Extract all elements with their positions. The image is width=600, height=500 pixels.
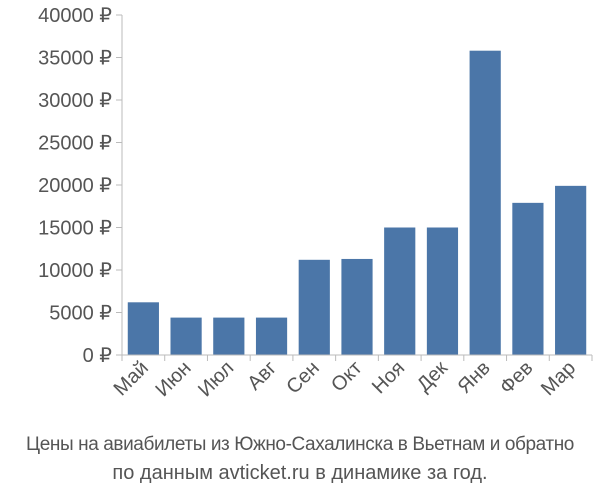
x-tick-label: Фев (496, 357, 538, 399)
y-tick-label: 40000 ₽ (38, 5, 112, 27)
y-tick-label: 10000 ₽ (38, 260, 112, 282)
x-tick-label: Май (110, 357, 153, 400)
x-tick-label: Ноя (368, 357, 409, 398)
x-tick-label: Дек (413, 357, 452, 396)
x-tick-label: Сен (282, 357, 323, 398)
bar (170, 317, 202, 355)
x-tick-label: Окт (327, 357, 366, 396)
bars (127, 50, 587, 355)
y-tick-label: 25000 ₽ (38, 133, 112, 155)
x-tick-label: Мар (537, 357, 580, 400)
y-tick-label: 30000 ₽ (38, 90, 112, 112)
bar (555, 185, 587, 355)
x-tick-label: Янв (454, 357, 495, 398)
y-tick-label: 15000 ₽ (38, 218, 112, 240)
bar (213, 317, 245, 355)
chart-caption-line1: Цены на авиабилеты из Южно-Сахалинска в … (26, 434, 574, 455)
x-tick-label: Авг (243, 357, 281, 395)
bar (341, 258, 373, 355)
bar (298, 259, 330, 355)
x-tick-label: Июл (194, 357, 238, 401)
price-bar-chart: 0 ₽ 5000 ₽ 10000 ₽ 15000 ₽ 20000 ₽ 25000 ₽ 300… (38, 5, 593, 401)
bar (426, 227, 459, 355)
bar (255, 317, 288, 355)
y-axis: 0 ₽ 5000 ₽ 10000 ₽ 15000 ₽ 20000 ₽ 25000 ₽ 300… (38, 5, 123, 367)
y-tick-label: 35000 ₽ (38, 48, 112, 70)
y-tick-label: 20000 ₽ (38, 175, 112, 197)
bar (469, 50, 501, 355)
x-tick-label: Июн (151, 357, 195, 401)
bar (512, 202, 544, 355)
bar (384, 227, 416, 355)
y-tick-label: 0 ₽ (83, 345, 113, 367)
chart-caption-line2: по данным avticket.ru в динамике за год. (112, 462, 488, 484)
bar (127, 302, 159, 355)
y-tick-label: 5000 ₽ (49, 303, 112, 325)
